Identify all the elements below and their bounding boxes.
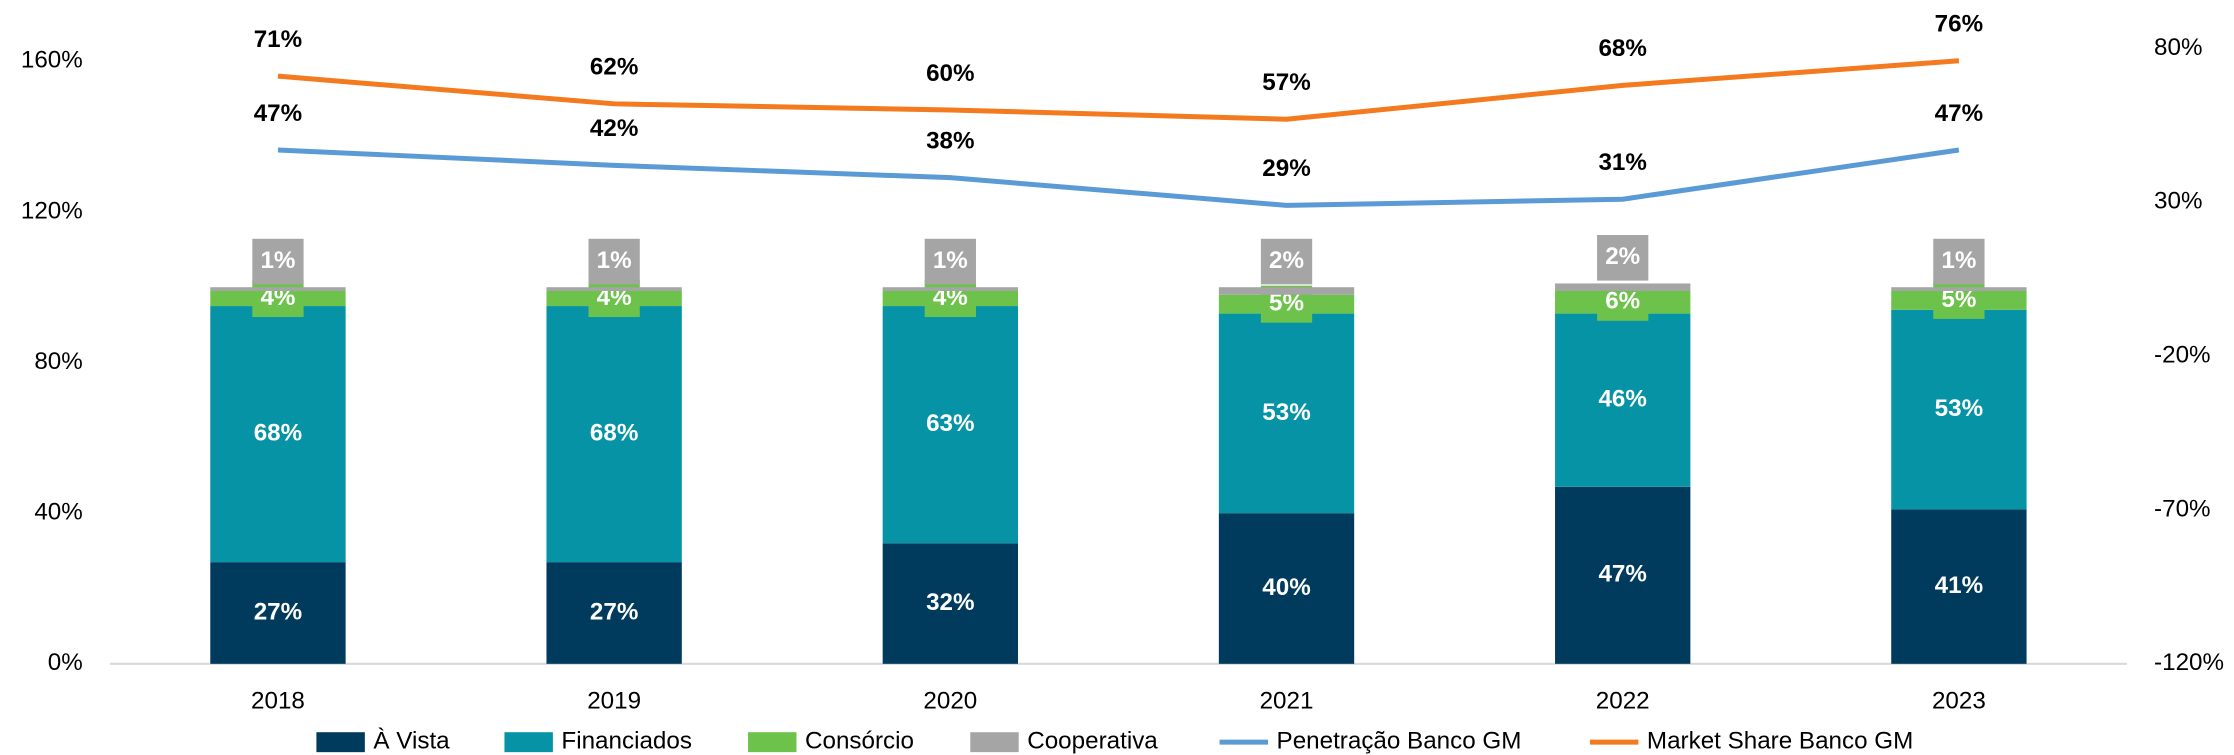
- label-box: [924, 279, 976, 318]
- data-label: 57%: [1262, 69, 1310, 96]
- bar-segment: [882, 287, 1018, 291]
- data-label: 32%: [926, 589, 974, 616]
- y-tick-label: 80%: [34, 348, 82, 375]
- data-label: 41%: [1935, 572, 1983, 599]
- y-tick-label: 0%: [48, 649, 83, 676]
- bar-segment: [1555, 283, 1691, 291]
- label-box: [1933, 238, 1985, 285]
- y-tick-label: 120%: [21, 197, 83, 224]
- bar-segment: [210, 306, 346, 563]
- bar-segment: [1218, 287, 1355, 295]
- data-label: 27%: [254, 598, 302, 625]
- bar-segment: [882, 306, 1018, 544]
- data-label: 47%: [1935, 100, 1983, 127]
- legend-label: Financiados: [561, 728, 692, 755]
- bar-segment: [1555, 313, 1691, 487]
- line: [277, 58, 1960, 122]
- label-box: [1597, 235, 1649, 281]
- y2-tick-label: 30%: [2154, 188, 2202, 215]
- x-tick-label: 2022: [1596, 688, 1650, 715]
- y2-tick-label: -120%: [2154, 649, 2224, 676]
- data-label: 62%: [590, 54, 638, 81]
- label-box: [588, 279, 640, 318]
- legend-label: Penetração Banco GM: [1277, 728, 1522, 755]
- data-label: 1%: [260, 247, 295, 274]
- data-label: 47%: [254, 100, 302, 127]
- data-label: 68%: [254, 419, 302, 446]
- data-label: 68%: [590, 419, 638, 446]
- data-label: 76%: [1935, 11, 1983, 38]
- bar-segment: [1555, 486, 1691, 664]
- bar-segment: [882, 543, 1018, 664]
- label-box: [252, 238, 304, 285]
- bar-segment: [546, 306, 682, 563]
- bar-segment: [1218, 313, 1355, 514]
- legend-label: Market Share Banco GM: [1647, 728, 1913, 755]
- bar-segment: [1891, 509, 2027, 664]
- data-label: 60%: [926, 60, 974, 87]
- bar-segment: [546, 287, 682, 291]
- data-label: 1%: [597, 247, 632, 274]
- data-label: 2%: [1269, 247, 1304, 274]
- legend-label: Cooperativa: [1027, 728, 1158, 755]
- bar-segment: [210, 562, 346, 664]
- data-label: 6%: [1605, 288, 1640, 315]
- data-label: 71%: [254, 26, 302, 53]
- line: [277, 147, 1960, 208]
- data-label: 40%: [1262, 574, 1310, 601]
- data-label: 53%: [1935, 395, 1983, 422]
- x-tick-label: 2020: [923, 688, 977, 715]
- data-label: 1%: [1941, 247, 1976, 274]
- legend-swatch: [748, 732, 797, 753]
- data-label: 47%: [1598, 561, 1646, 588]
- data-label: 31%: [1598, 149, 1646, 176]
- data-label: 27%: [590, 598, 638, 625]
- bar-segment: [546, 562, 682, 664]
- data-label: 53%: [1262, 399, 1310, 426]
- label-box: [1260, 238, 1313, 285]
- legend-label: À Vista: [373, 728, 450, 755]
- bar-segment: [1891, 287, 2027, 291]
- bar-segment: [1218, 513, 1355, 664]
- data-label: 68%: [1598, 35, 1646, 62]
- y2-tick-label: -70%: [2154, 495, 2211, 522]
- data-label: 46%: [1598, 386, 1646, 413]
- data-label: 42%: [590, 115, 638, 142]
- bar-segment: [210, 287, 346, 291]
- data-label: 2%: [1605, 243, 1640, 270]
- y2-tick-label: 80%: [2154, 34, 2202, 61]
- legend-swatch: [504, 732, 553, 753]
- y-tick-label: 160%: [21, 47, 83, 74]
- data-label: 29%: [1262, 155, 1310, 182]
- legend-label: Consórcio: [805, 728, 914, 755]
- label-box: [924, 238, 976, 285]
- x-tick-label: 2019: [587, 688, 641, 715]
- legend-swatch: [970, 732, 1019, 753]
- x-tick-label: 2018: [251, 688, 305, 715]
- label-box: [588, 238, 640, 285]
- label-box: [252, 279, 304, 318]
- x-tick-label: 2023: [1932, 688, 1986, 715]
- x-tick-label: 2021: [1260, 688, 1314, 715]
- y-tick-label: 40%: [34, 499, 82, 526]
- data-label: 63%: [926, 410, 974, 437]
- bar-segment: [1891, 309, 2027, 510]
- legend-swatch: [316, 732, 365, 753]
- y2-tick-label: -20%: [2154, 342, 2211, 369]
- data-label: 1%: [933, 247, 968, 274]
- data-label: 38%: [926, 127, 974, 154]
